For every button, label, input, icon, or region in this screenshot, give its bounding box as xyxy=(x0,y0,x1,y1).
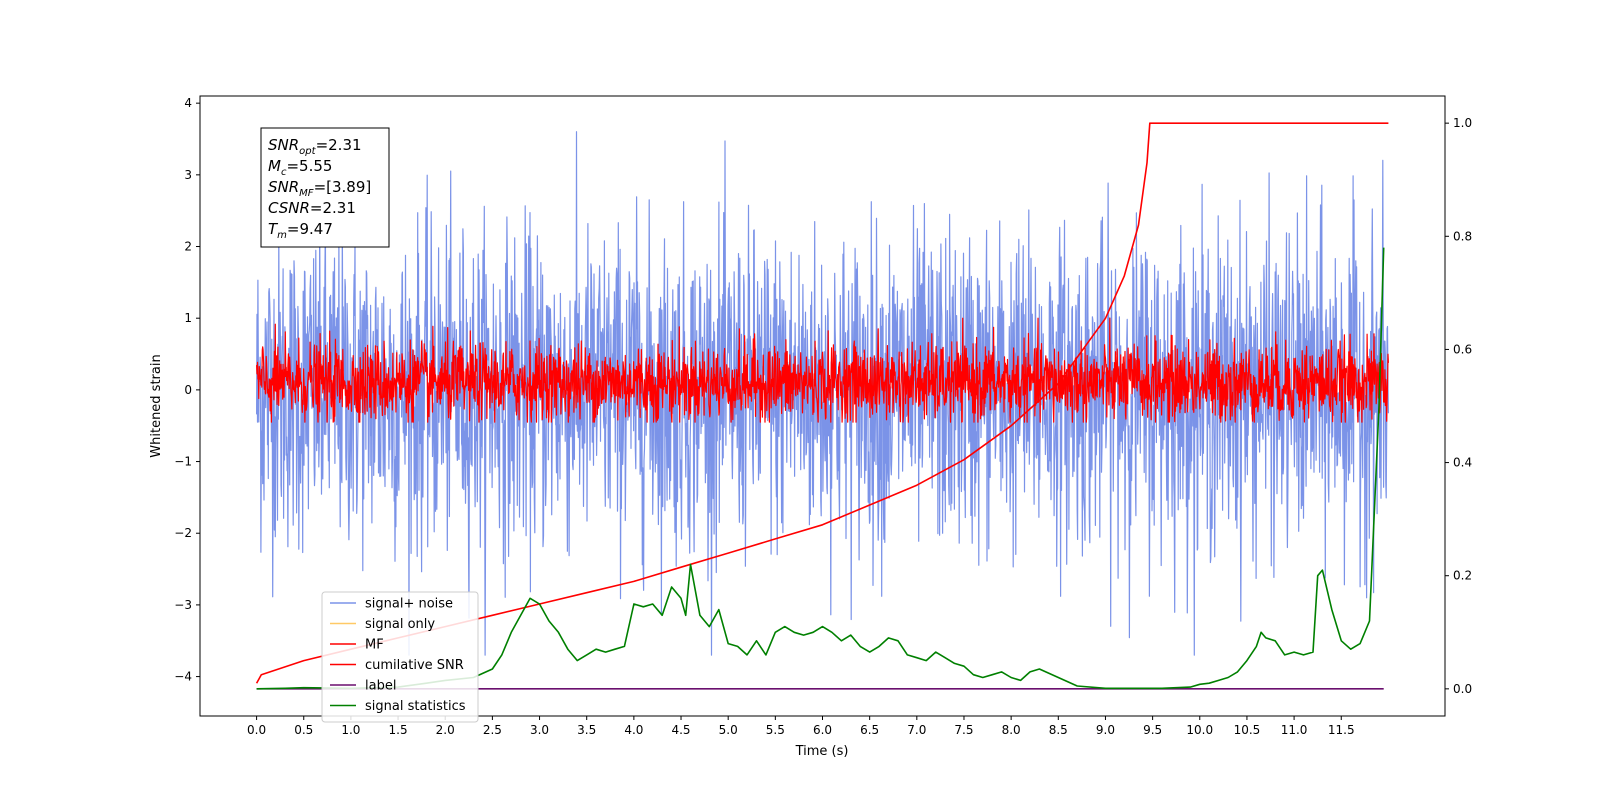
legend-item-label: MF xyxy=(365,638,384,653)
x-tick-label: 7.5 xyxy=(954,723,973,737)
y-left-tick-label: 3 xyxy=(184,168,192,182)
x-tick-label: 5.0 xyxy=(719,723,738,737)
annotation-line: Tm=9.47 xyxy=(268,220,333,241)
annotation-line: CSNR=2.31 xyxy=(268,199,356,217)
y-left-tick-label: −1 xyxy=(174,455,192,469)
x-tick-label: 10.0 xyxy=(1186,723,1213,737)
y-left-tick-label: 0 xyxy=(184,383,192,397)
x-tick-label: 3.5 xyxy=(577,723,596,737)
x-tick-label: 4.5 xyxy=(671,723,690,737)
x-tick-label: 3.0 xyxy=(530,723,549,737)
x-tick-label: 0.0 xyxy=(247,723,266,737)
annotation-symbol: M xyxy=(268,157,281,175)
legend-item-label: cumilative SNR xyxy=(365,658,464,673)
x-tick-label: 10.5 xyxy=(1234,723,1261,737)
legend: signal+ noise signal only MF cumilative SNR… xyxy=(321,591,479,723)
x-tick-label: 2.0 xyxy=(436,723,455,737)
annotation-subscript: opt xyxy=(299,146,316,157)
annotation-subscript: c xyxy=(281,167,287,178)
annotation-line: Mc=5.55 xyxy=(268,157,332,178)
series-signal-statistics xyxy=(256,247,1385,690)
annotation-line: SNRopt=2.31 xyxy=(268,136,362,157)
y-right-tick-label: 0.4 xyxy=(1453,456,1472,470)
x-tick-label: 6.0 xyxy=(813,723,832,737)
x-tick-label: 5.5 xyxy=(766,723,785,737)
y-left-tick-label: 2 xyxy=(184,240,192,254)
x-tick-label: 8.0 xyxy=(1002,723,1021,737)
annotation-value: =2.31 xyxy=(310,199,356,217)
annotation-symbol: T xyxy=(268,220,279,238)
y-axis-left: −4 −3 −2 −1 0 1 2 3 4 xyxy=(174,96,200,684)
y-left-tick-label: 4 xyxy=(184,96,192,110)
series-mf xyxy=(256,317,1389,423)
x-tick-label: 1.5 xyxy=(389,723,408,737)
annotation-box: SNRopt=2.31Mc=5.55SNRMF=[3.89]CSNR=2.31T… xyxy=(260,127,390,248)
legend-item-label: label xyxy=(365,679,396,694)
y-right-tick-label: 0.0 xyxy=(1453,682,1472,696)
annotation-subscript: m xyxy=(277,230,287,241)
y-left-tick-label: −4 xyxy=(174,670,192,684)
y-left-tick-label: 1 xyxy=(184,311,192,325)
y-right-tick-label: 0.8 xyxy=(1453,229,1472,243)
annotation-subscript: MF xyxy=(299,188,314,199)
x-tick-label: 11.0 xyxy=(1281,723,1308,737)
x-tick-label: 6.5 xyxy=(860,723,879,737)
y-axis-right: 0.0 0.2 0.4 0.6 0.8 1.0 xyxy=(1445,116,1472,696)
x-tick-label: 11.5 xyxy=(1328,723,1355,737)
x-tick-label: 8.5 xyxy=(1049,723,1068,737)
x-tick-label: 4.0 xyxy=(624,723,643,737)
x-tick-label: 7.0 xyxy=(907,723,926,737)
annotation-value: =9.47 xyxy=(287,220,333,238)
legend-frame xyxy=(321,591,479,723)
annotation-value: =5.55 xyxy=(286,157,332,175)
legend-item-label: signal+ noise xyxy=(365,597,453,612)
annotation-value: =[3.89] xyxy=(314,178,372,196)
y-left-tick-label: −3 xyxy=(174,598,192,612)
y-left-tick-label: −2 xyxy=(174,526,192,540)
x-tick-label: 9.5 xyxy=(1143,723,1162,737)
x-tick-label: 2.5 xyxy=(483,723,502,737)
y-right-tick-label: 0.2 xyxy=(1453,569,1472,583)
x-axis: 0.0 0.5 1.0 1.5 2.0 2.5 3.0 3.5 4.0 4.5 5.0 5.5 6.0 6… xyxy=(247,716,1355,737)
legend-item-label: signal statistics xyxy=(365,699,466,714)
x-tick-label: 0.5 xyxy=(294,723,313,737)
annotation-symbol: CSNR xyxy=(268,199,310,217)
annotation-symbol: SNR xyxy=(268,136,299,154)
annotation-frame xyxy=(260,127,390,248)
x-axis-label: Time (s) xyxy=(795,744,849,759)
y-axis-label: Whitened strain xyxy=(149,354,164,457)
legend-item-label: signal only xyxy=(365,617,435,632)
y-right-tick-label: 1.0 xyxy=(1453,116,1472,130)
x-tick-label: 9.0 xyxy=(1096,723,1115,737)
x-tick-label: 1.0 xyxy=(341,723,360,737)
annotation-line: SNRMF=[3.89] xyxy=(268,178,371,199)
annotation-symbol: SNR xyxy=(268,178,299,196)
annotation-value: =2.31 xyxy=(316,136,362,154)
y-right-tick-label: 0.6 xyxy=(1453,342,1472,356)
